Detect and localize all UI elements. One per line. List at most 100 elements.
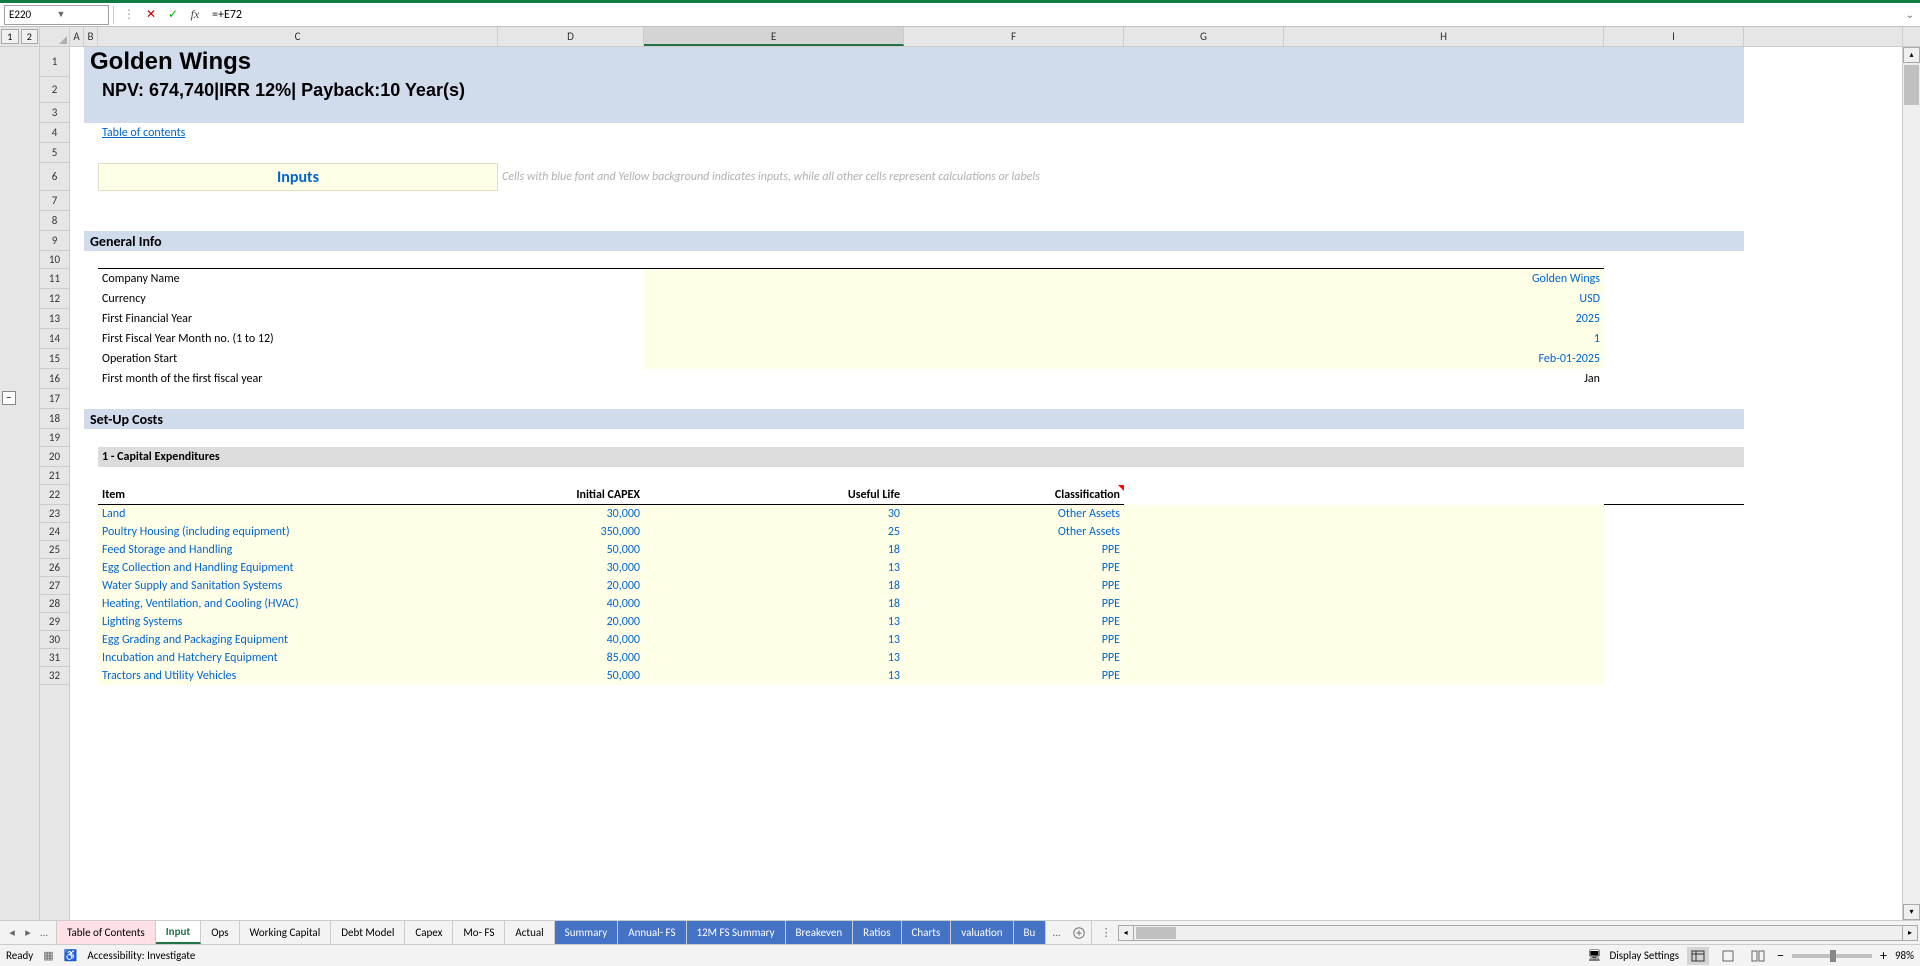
- cell[interactable]: Classification: [904, 485, 1124, 505]
- cells-canvas[interactable]: Golden WingsNPV: 674,740|IRR 12%| Paybac…: [70, 47, 1902, 920]
- row-header-27[interactable]: 27: [40, 577, 69, 595]
- cell[interactable]: PPE: [904, 595, 1124, 613]
- cell[interactable]: Other Assets: [904, 505, 1124, 523]
- cell[interactable]: Heating, Ventilation, and Cooling (HVAC): [98, 595, 498, 613]
- cell[interactable]: 13: [644, 559, 904, 577]
- cell[interactable]: First Financial Year: [98, 309, 498, 329]
- zoom-in-icon[interactable]: +: [1880, 947, 1887, 964]
- cell[interactable]: First month of the first fiscal year: [98, 369, 498, 389]
- row-header-10[interactable]: 10: [40, 251, 69, 269]
- row-header-4[interactable]: 4: [40, 123, 69, 143]
- vscroll-thumb[interactable]: [1904, 65, 1919, 105]
- cell[interactable]: Egg Grading and Packaging Equipment: [98, 631, 498, 649]
- row-header-20[interactable]: 20: [40, 447, 69, 467]
- row-header-8[interactable]: 8: [40, 211, 69, 231]
- vertical-scrollbar[interactable]: ▴ ▾: [1902, 47, 1920, 920]
- cell[interactable]: 20,000: [498, 613, 644, 631]
- col-header-G[interactable]: G: [1124, 27, 1284, 46]
- zoom-slider[interactable]: [1792, 954, 1872, 958]
- tab-menu-icon[interactable]: ...: [36, 926, 52, 939]
- cell[interactable]: [1124, 559, 1284, 577]
- cell[interactable]: [1284, 505, 1604, 523]
- confirm-icon[interactable]: ✓: [162, 5, 184, 25]
- cell[interactable]: [1284, 541, 1604, 559]
- cell[interactable]: NPV: 674,740|IRR 12%| Payback:10 Year(s): [98, 77, 1744, 103]
- cell[interactable]: 50,000: [498, 667, 644, 685]
- sheet-tab[interactable]: Mo- FS: [453, 921, 505, 944]
- sheet-tab[interactable]: Charts: [902, 921, 952, 944]
- scroll-down-icon[interactable]: ▾: [1903, 904, 1920, 920]
- row-header-31[interactable]: 31: [40, 649, 69, 667]
- view-normal-icon[interactable]: [1687, 947, 1709, 965]
- cell[interactable]: [84, 103, 1744, 123]
- zoom-value[interactable]: 98%: [1895, 949, 1914, 962]
- cell[interactable]: [1284, 577, 1604, 595]
- cell[interactable]: [1284, 595, 1604, 613]
- cell[interactable]: PPE: [904, 613, 1124, 631]
- cell[interactable]: PPE: [904, 577, 1124, 595]
- cell[interactable]: Poultry Housing (including equipment): [98, 523, 498, 541]
- cell[interactable]: [98, 251, 1604, 269]
- cell[interactable]: 40,000: [498, 595, 644, 613]
- cell[interactable]: 1: [1284, 329, 1604, 349]
- outline-level-2[interactable]: 2: [21, 29, 39, 44]
- sheet-tab[interactable]: Ratios: [853, 921, 901, 944]
- cell[interactable]: 18: [644, 541, 904, 559]
- outline-level-1[interactable]: 1: [1, 29, 19, 44]
- row-header-29[interactable]: 29: [40, 613, 69, 631]
- sheet-tab[interactable]: Input: [156, 921, 201, 944]
- row-header-25[interactable]: 25: [40, 541, 69, 559]
- cell[interactable]: Incubation and Hatchery Equipment: [98, 649, 498, 667]
- accessibility-status[interactable]: Accessibility: Investigate: [87, 949, 195, 962]
- cell[interactable]: Feb-01-2025: [1284, 349, 1604, 369]
- cell[interactable]: [1124, 613, 1284, 631]
- sheet-tab[interactable]: Working Capital: [240, 921, 332, 944]
- formula-expand-icon[interactable]: ⌄: [1900, 8, 1920, 21]
- select-all-triangle[interactable]: [40, 27, 70, 46]
- cell[interactable]: Golden Wings: [84, 47, 1744, 77]
- row-header-18[interactable]: 18: [40, 409, 69, 429]
- row-header-9[interactable]: 9: [40, 231, 69, 251]
- cancel-icon[interactable]: ✕: [140, 5, 162, 25]
- cell[interactable]: [1124, 631, 1284, 649]
- row-header-12[interactable]: 12: [40, 289, 69, 309]
- row-header-23[interactable]: 23: [40, 505, 69, 523]
- tab-prev-icon[interactable]: ◂: [4, 926, 20, 939]
- name-box-dropdown-icon[interactable]: ▼: [57, 9, 105, 20]
- zoom-out-icon[interactable]: −: [1777, 947, 1784, 964]
- sheet-tab[interactable]: Ops: [201, 921, 239, 944]
- cell[interactable]: General Info: [84, 231, 1744, 251]
- row-header-24[interactable]: 24: [40, 523, 69, 541]
- sheet-tab[interactable]: Table of Contents: [57, 921, 156, 944]
- cell[interactable]: PPE: [904, 559, 1124, 577]
- hscroll-track[interactable]: [1134, 925, 1902, 941]
- cell[interactable]: Currency: [98, 289, 498, 309]
- cell[interactable]: Cells with blue font and Yellow backgrou…: [498, 163, 1604, 191]
- cell[interactable]: [1284, 559, 1604, 577]
- scroll-left-icon[interactable]: ◂: [1118, 925, 1134, 941]
- cell[interactable]: 20,000: [498, 577, 644, 595]
- cell[interactable]: 13: [644, 613, 904, 631]
- row-header-16[interactable]: 16: [40, 369, 69, 389]
- new-sheet-button[interactable]: [1067, 921, 1091, 944]
- row-header-30[interactable]: 30: [40, 631, 69, 649]
- cell[interactable]: 18: [644, 577, 904, 595]
- cell[interactable]: Jan: [1284, 369, 1604, 389]
- formula-input[interactable]: [206, 8, 1900, 22]
- display-settings-label[interactable]: Display Settings: [1609, 949, 1679, 962]
- cell[interactable]: Operation Start: [98, 349, 498, 369]
- cell[interactable]: [1124, 541, 1284, 559]
- cell[interactable]: Company Name: [98, 269, 498, 289]
- col-header-H[interactable]: H: [1284, 27, 1604, 46]
- cell[interactable]: 30: [644, 505, 904, 523]
- macro-record-icon[interactable]: ▦: [43, 949, 53, 962]
- hscroll-thumb[interactable]: [1136, 927, 1176, 939]
- cell[interactable]: [1284, 667, 1604, 685]
- row-header-14[interactable]: 14: [40, 329, 69, 349]
- sheet-tab[interactable]: Breakeven: [786, 921, 854, 944]
- cell[interactable]: 30,000: [498, 505, 644, 523]
- row-header-15[interactable]: 15: [40, 349, 69, 369]
- sheet-tab[interactable]: Annual- FS: [618, 921, 686, 944]
- cell[interactable]: [1124, 523, 1284, 541]
- cell[interactable]: 350,000: [498, 523, 644, 541]
